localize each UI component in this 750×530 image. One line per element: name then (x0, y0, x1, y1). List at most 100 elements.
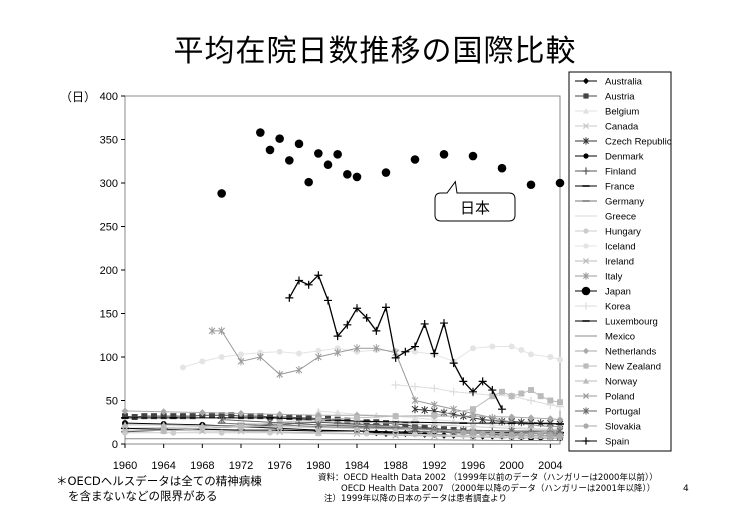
data-point-new-zealand (392, 413, 399, 420)
data-point-norway (276, 423, 284, 430)
data-point-netherlands (160, 408, 168, 416)
data-point-ireland (469, 433, 477, 441)
legend-item-new-zealand: New Zealand (575, 362, 661, 373)
legend-item-ireland: Ireland (575, 257, 634, 268)
legend-label: Hungary (605, 227, 641, 238)
y-tick-label: 0 (112, 439, 118, 451)
data-point-austria (160, 413, 167, 420)
data-point-slovakia (528, 432, 534, 439)
data-point-italy (208, 326, 216, 335)
data-point-iceland (470, 345, 476, 352)
legend-marker (583, 272, 589, 280)
data-point-spain (324, 296, 332, 305)
y-tick-label: 100 (100, 352, 118, 364)
data-point-portugal (266, 418, 274, 427)
y-axis-label: （日） (60, 90, 96, 104)
data-point-korea (527, 396, 535, 405)
legend-item-italy: Italy (575, 272, 623, 283)
data-point-slovakia (508, 431, 515, 438)
data-point-austria (209, 412, 215, 419)
data-point-new-zealand (547, 397, 554, 404)
legend-marker (583, 363, 589, 369)
data-point-japan (217, 189, 226, 198)
data-point-czech-republic (411, 405, 419, 414)
data-point-slovakia (537, 432, 544, 439)
data-point-austria (141, 413, 148, 420)
legend-item-australia: Australia (575, 77, 643, 88)
x-tick-label: 1972 (229, 460, 253, 472)
data-point-new-zealand (537, 393, 544, 400)
legend-marker (583, 228, 589, 234)
legend-label: Slovakia (605, 422, 642, 433)
data-point-slovakia (518, 432, 525, 439)
legend-label: Czech Republic (605, 137, 672, 148)
japan-callout: 日本 (434, 180, 516, 222)
x-tick-label: 1968 (190, 460, 214, 472)
data-point-norway (160, 421, 168, 428)
data-point-spain (401, 347, 410, 356)
data-point-new-zealand (489, 393, 496, 400)
data-point-italy (527, 420, 535, 429)
data-point-iceland (412, 348, 418, 355)
data-point-slovakia (460, 429, 467, 436)
data-point-italy (411, 396, 419, 405)
legend-item-slovakia: Slovakia (575, 422, 642, 433)
data-point-spain (372, 326, 381, 335)
x-tick-label: 1960 (113, 460, 137, 472)
data-point-new-zealand (508, 393, 515, 400)
source-line-3: 注）1999年以降の日本のデータは患者調査より (324, 494, 507, 504)
data-point-netherlands (546, 415, 554, 423)
data-point-belgium (488, 421, 496, 428)
data-point-belgium (411, 414, 419, 421)
callout-box (434, 180, 516, 222)
data-point-austria (402, 421, 409, 428)
data-point-canada (469, 423, 477, 431)
data-point-iceland (180, 364, 186, 371)
data-point-iceland (508, 343, 515, 350)
data-point-japan (410, 155, 420, 164)
data-point-norway (237, 423, 245, 430)
page-number: 4 (683, 484, 689, 494)
data-point-norway (392, 425, 400, 433)
legend-label: Luxembourg (605, 317, 658, 328)
data-point-austria (189, 413, 196, 420)
data-point-spain (478, 377, 487, 386)
legend-label: Finland (605, 167, 636, 178)
plot-frame (124, 95, 561, 445)
data-point-new-zealand (431, 412, 438, 419)
legend-item-japan: Japan (575, 287, 631, 298)
data-point-netherlands (527, 414, 535, 422)
data-point-iceland (218, 354, 225, 360)
x-tick-label: 1988 (383, 460, 407, 472)
data-point-austria (170, 413, 177, 420)
legend-label: Portugal (605, 407, 640, 418)
data-point-japan (468, 151, 478, 161)
data-point-slovakia (547, 433, 554, 440)
legend-item-germany: Germany (575, 197, 644, 208)
legend-label: Korea (605, 302, 631, 313)
data-point-austria (122, 413, 128, 420)
data-point-austria (151, 413, 157, 420)
data-point-austria (257, 413, 264, 420)
x-tick-label: 1976 (267, 460, 291, 472)
data-point-italy (372, 344, 380, 353)
note-line-1: ＊OECDヘルスデータは全ての精神病棟 (56, 474, 262, 488)
data-point-iceland (296, 350, 302, 357)
data-point-new-zealand (470, 406, 476, 413)
data-point-portugal (363, 422, 371, 431)
data-point-spain (498, 405, 506, 414)
data-point-korea (430, 384, 439, 393)
legend-item-iceland: Iceland (575, 242, 636, 253)
data-point-czech-republic (421, 406, 429, 415)
data-point-korea (449, 387, 458, 396)
x-tick-label: 1980 (306, 460, 330, 472)
data-point-korea (411, 382, 419, 391)
data-point-iceland (276, 348, 283, 355)
x-tick-label: 1984 (345, 460, 369, 472)
data-point-ireland (276, 428, 284, 436)
legend-marker (583, 93, 589, 99)
series-mexico (125, 438, 560, 442)
data-point-iceland (547, 354, 554, 360)
legend-label: Italy (605, 272, 623, 283)
data-point-austria (296, 414, 302, 421)
